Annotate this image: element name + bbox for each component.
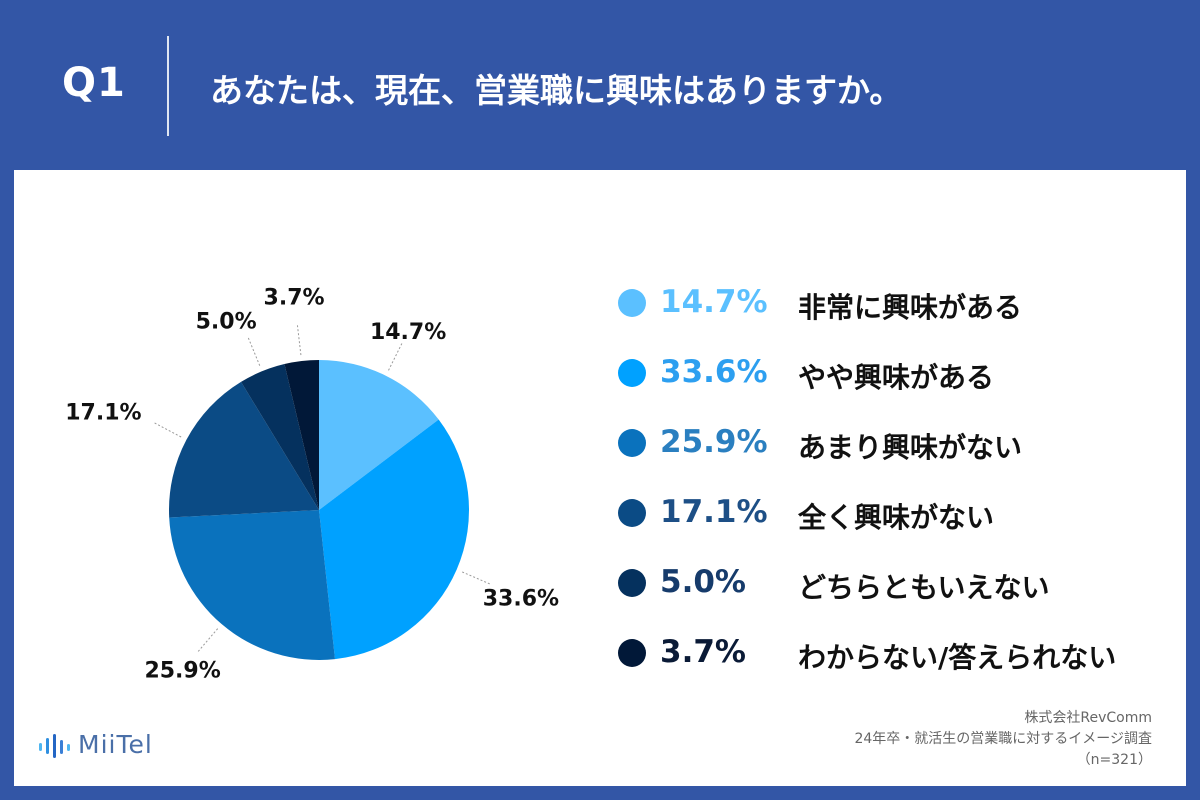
legend-item-somewhat-interested: 33.6% やや興味がある: [618, 352, 1178, 394]
source-company: 株式会社RevComm: [1024, 710, 1152, 726]
legend-label: 全く興味がない: [798, 501, 995, 534]
waveform-icon: [39, 734, 70, 758]
legend-dot: [618, 289, 646, 317]
legend-item-unknown: 3.7% わからない/答えられない: [618, 632, 1178, 674]
question-number: Q1: [62, 60, 126, 106]
pie-slice-very-interested: [319, 360, 439, 510]
pie-slice-neutral: [241, 364, 319, 510]
legend-item-neutral: 5.0% どちらともいえない: [618, 562, 1178, 604]
data-label-neutral: 5.0%: [196, 309, 257, 334]
header-divider: [167, 36, 169, 136]
leader-line: [196, 628, 219, 654]
legend-percent: 33.6%: [660, 354, 768, 390]
legend-item-not-interested: 17.1% 全く興味がない: [618, 492, 1178, 534]
legend-dot: [618, 639, 646, 667]
legend-label: わからない/答えられない: [798, 641, 1117, 674]
source-sample: （n=321）: [1076, 752, 1152, 768]
legend-label: どちらともいえない: [798, 571, 1050, 604]
data-label-very-interested: 14.7%: [370, 320, 446, 345]
legend-percent: 14.7%: [660, 284, 768, 320]
leader-line: [247, 335, 261, 366]
pie-chart: 14.7% 33.6% 25.9% 17.1% 5.0% 3.7%: [65, 285, 559, 684]
data-label-not-very-interested: 25.9%: [144, 659, 220, 684]
data-label-not-interested: 17.1%: [65, 401, 141, 426]
legend-label: 非常に興味がある: [798, 291, 1023, 324]
legend-item-not-very-interested: 25.9% あまり興味がない: [618, 422, 1178, 464]
data-label-unknown: 3.7%: [264, 285, 325, 310]
legend-dot: [618, 359, 646, 387]
data-label-somewhat-interested: 33.6%: [483, 586, 559, 611]
legend-label: あまり興味がない: [798, 431, 1023, 464]
pie-slice-somewhat-interested: [319, 419, 469, 660]
legend-percent: 17.1%: [660, 494, 768, 530]
legend-item-very-interested: 14.7% 非常に興味がある: [618, 282, 1178, 324]
logo-text: MiiTel: [78, 730, 153, 759]
source-survey: 24年卒・就活生の営業職に対するイメージ調査: [854, 731, 1152, 747]
legend-dot: [618, 569, 646, 597]
leader-line: [152, 421, 182, 438]
legend-label: やや興味がある: [798, 361, 995, 394]
legend-dot: [618, 499, 646, 527]
pie-slice-unknown: [284, 360, 319, 510]
pie-slice-not-interested: [169, 381, 319, 518]
leader-line: [461, 571, 492, 586]
legend-percent: 3.7%: [660, 634, 746, 670]
header: Q1 あなたは、現在、営業職に興味はありますか。: [0, 0, 1200, 170]
leader-line: [296, 323, 302, 356]
source-note: 株式会社RevComm 24年卒・就活生の営業職に対するイメージ調査 （n=32…: [854, 708, 1152, 771]
chart-card: 14.7% 33.6% 25.9% 17.1% 5.0% 3.7% 14.7% 非常に興味…: [14, 170, 1186, 786]
leader-line: [388, 341, 404, 371]
legend-percent: 25.9%: [660, 424, 768, 460]
pie-slice-not-very-interested: [169, 510, 335, 660]
question-title: あなたは、現在、営業職に興味はありますか。: [210, 71, 903, 110]
legend-dot: [618, 429, 646, 457]
legend-percent: 5.0%: [660, 564, 746, 600]
